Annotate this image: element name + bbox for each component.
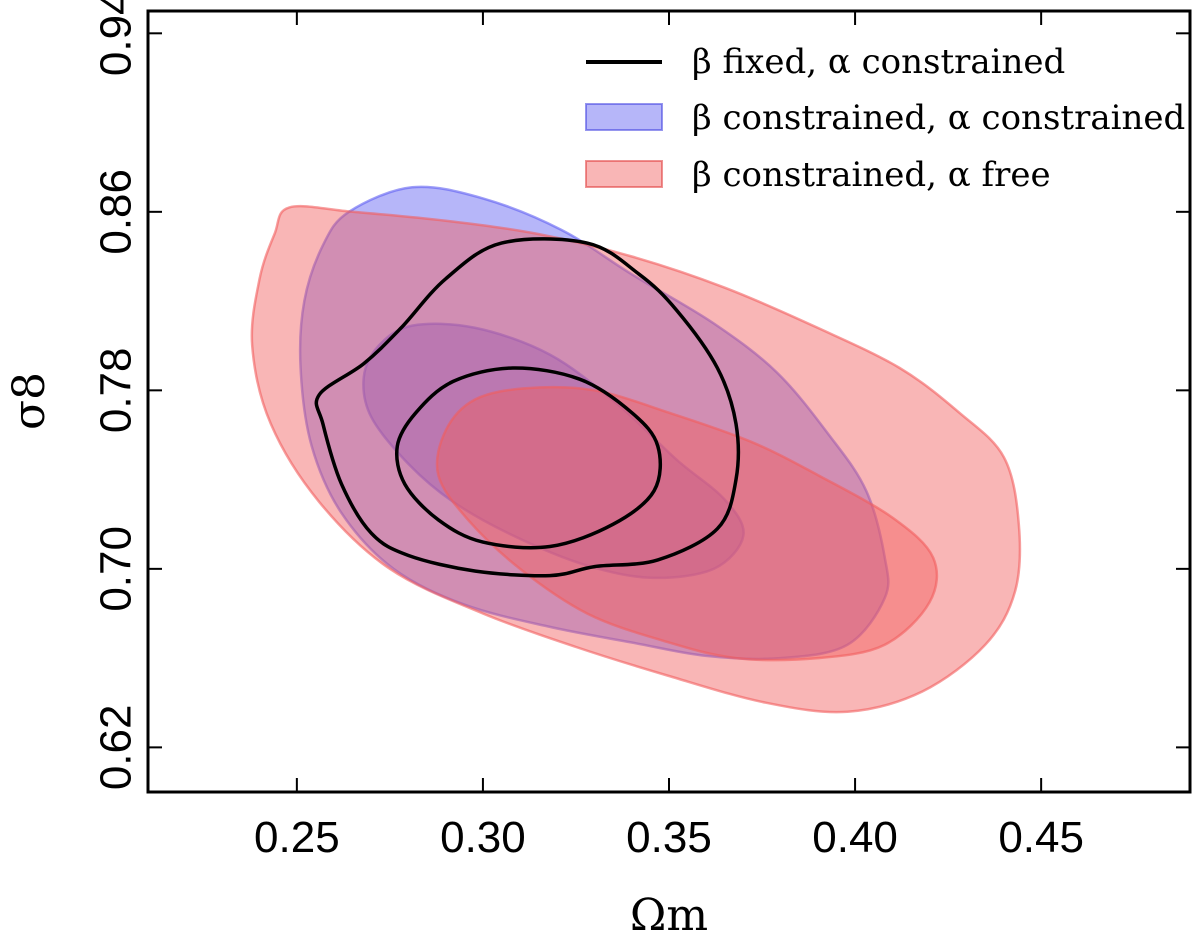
legend-label-beta-constrained-alpha-free: β constrained, α free <box>692 155 1051 195</box>
y-tick-label: 0.86 <box>91 169 140 255</box>
contour-black-95pct <box>314 237 741 578</box>
x-tick-label: 0.40 <box>812 813 898 862</box>
x-axis-label: Ωm <box>630 890 708 941</box>
contour-blue-68pct <box>362 322 745 580</box>
y-tick-label: 0.78 <box>91 348 140 434</box>
y-tick-label: 0.62 <box>91 705 140 791</box>
x-tick-label: 0.35 <box>626 813 712 862</box>
legend: β fixed, α constrained β constrained, α … <box>585 42 1185 195</box>
x-axis-ticks: 0.25 0.30 0.35 0.40 0.45 <box>254 11 1084 862</box>
y-tick-label: 0.70 <box>91 526 140 612</box>
y-axis-ticks: 0.62 0.70 0.78 0.86 0.94 <box>91 0 1190 790</box>
legend-label-beta-constrained-alpha-constrained: β constrained, α constrained <box>692 98 1185 138</box>
y-axis-label: σ8 <box>4 372 55 430</box>
legend-swatch-blue <box>585 103 663 131</box>
legend-label-beta-fixed: β fixed, α constrained <box>692 42 1065 82</box>
x-tick-label: 0.30 <box>440 813 526 862</box>
legend-swatch-red <box>585 160 663 188</box>
x-tick-label: 0.25 <box>254 813 340 862</box>
contour-red-68pct <box>435 385 939 662</box>
y-tick-label: 0.94 <box>91 0 140 76</box>
contour-red-95pct <box>250 204 1022 714</box>
contour-black-68pct <box>395 366 663 550</box>
contour-layer <box>250 185 1022 714</box>
x-tick-label: 0.45 <box>998 813 1084 862</box>
